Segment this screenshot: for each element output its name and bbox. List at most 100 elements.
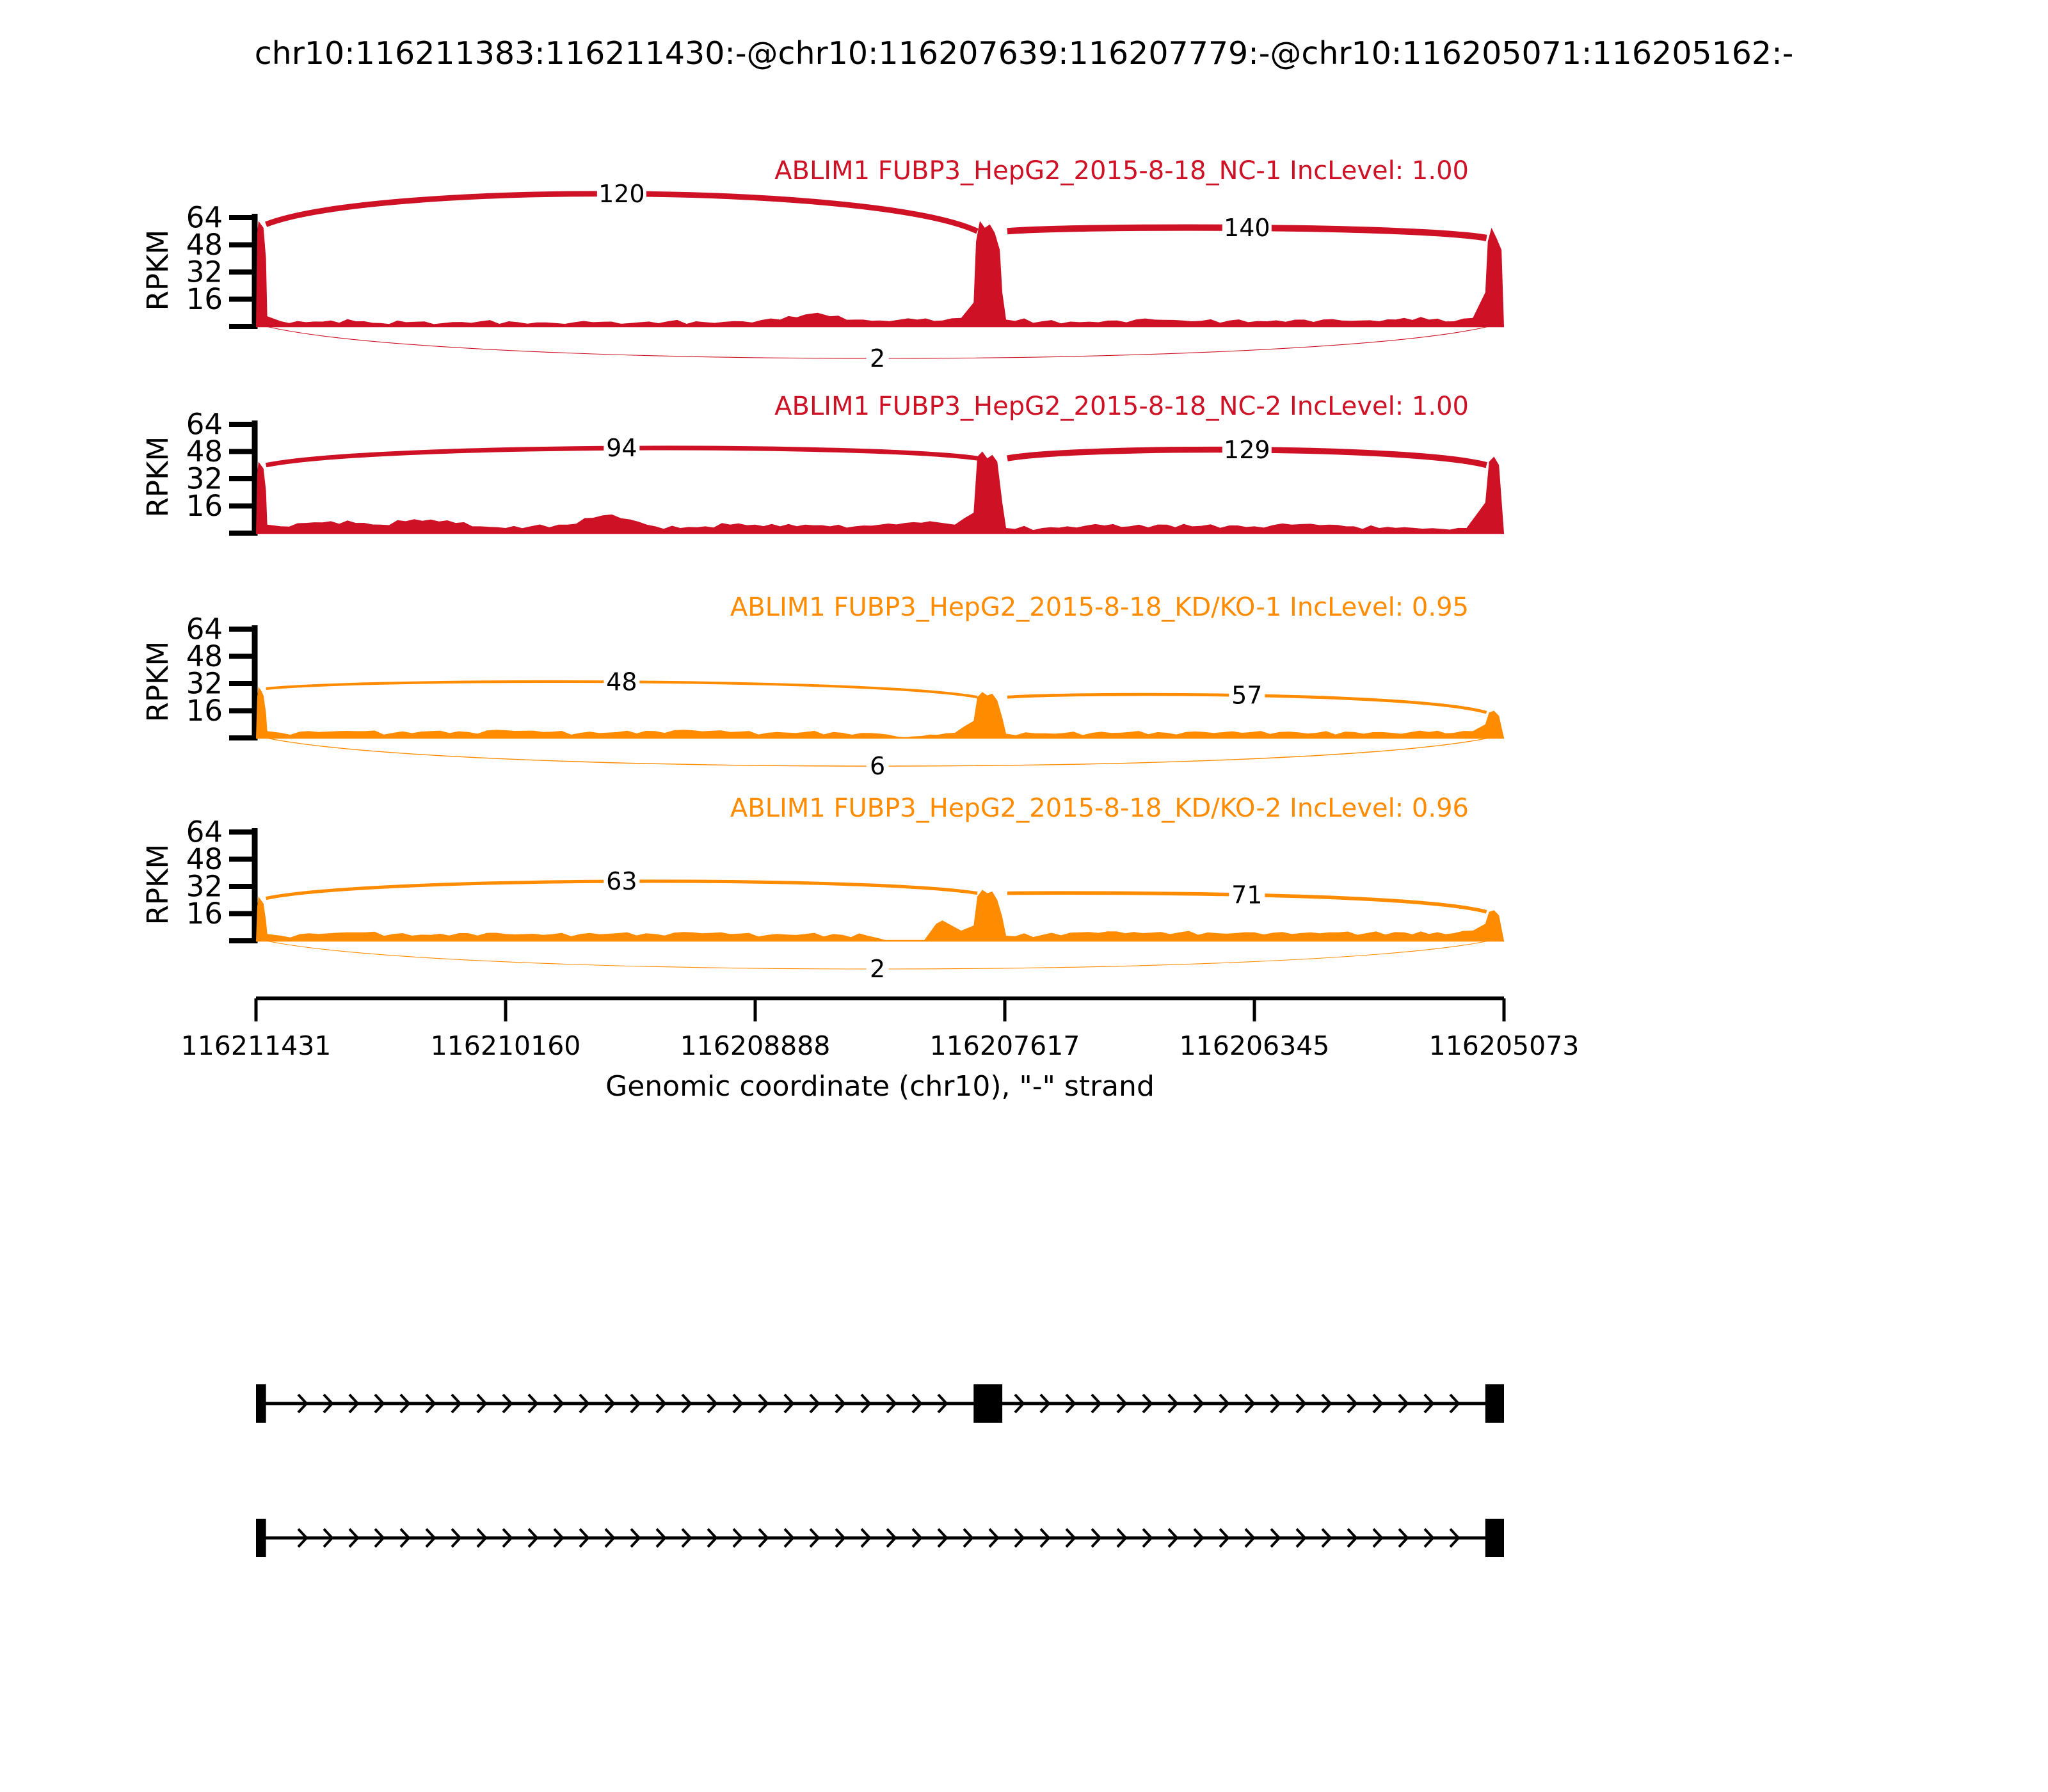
y-tick-label: 16 (186, 489, 223, 523)
junction-count-label: 129 (1224, 436, 1270, 464)
y-tick-label: 64 (186, 408, 223, 442)
strand-arrow-icon (732, 1528, 744, 1548)
strand-arrow-icon (732, 1393, 744, 1414)
strand-arrow-icon (1142, 1393, 1153, 1414)
strand-arrow-icon (783, 1528, 795, 1548)
strand-arrow-icon (835, 1528, 846, 1548)
strand-arrow-icon (1039, 1393, 1051, 1414)
strand-arrow-icon (963, 1528, 974, 1548)
strand-arrow-icon (707, 1528, 718, 1548)
strand-arrow-icon (1244, 1393, 1256, 1414)
y-tick-label: 64 (186, 815, 223, 849)
strand-arrow-icon (1219, 1393, 1230, 1414)
junction-count-label: 57 (1231, 682, 1262, 710)
strand-arrow-icon (1270, 1393, 1281, 1414)
strand-arrow-icon (1321, 1528, 1332, 1548)
y-tick-label: 16 (186, 694, 223, 728)
strand-arrow-icon (1219, 1528, 1230, 1548)
strand-arrow-icon (1347, 1393, 1358, 1414)
strand-arrow-icon (1014, 1393, 1025, 1414)
transcript-1 (256, 1384, 1504, 1423)
strand-arrow-icon (297, 1528, 308, 1548)
strand-arrow-icon (451, 1528, 462, 1548)
strand-arrow-icon (323, 1393, 334, 1414)
strand-arrow-icon (297, 1393, 308, 1414)
strand-arrow-icon (1398, 1528, 1409, 1548)
strand-arrow-icon (1193, 1528, 1204, 1548)
strand-arrow-icon (502, 1528, 513, 1548)
strand-arrow-icon (783, 1393, 795, 1414)
strand-arrow-icon (476, 1528, 488, 1548)
strand-arrow-icon (604, 1393, 616, 1414)
x-tick-label: 116206345 (1180, 1030, 1330, 1061)
x-tick-label: 116210160 (431, 1030, 581, 1061)
y-axis-unit-label: RPKM (141, 230, 175, 311)
junction-count-label: 2 (870, 344, 885, 372)
strand-arrow-icon (1398, 1393, 1409, 1414)
y-tick-label: 32 (186, 462, 223, 496)
strand-arrow-icon (937, 1393, 948, 1414)
strand-arrow-icon (758, 1393, 769, 1414)
strand-arrow-icon (1014, 1528, 1025, 1548)
junction-count-label: 71 (1231, 881, 1262, 909)
strand-arrow-icon (1449, 1528, 1460, 1548)
strand-arrow-icon (681, 1393, 692, 1414)
coverage-area (256, 687, 1504, 738)
x-tick-label: 116208888 (680, 1030, 831, 1061)
strand-arrow-icon (911, 1528, 923, 1548)
junction-count-label: 48 (606, 668, 637, 696)
junction-count-label: 140 (1224, 214, 1270, 242)
strand-arrow-icon (348, 1393, 360, 1414)
y-tick-label: 48 (186, 639, 223, 673)
transcript-2 (256, 1519, 1504, 1557)
strand-arrow-icon (1142, 1528, 1153, 1548)
strand-arrow-icon (860, 1393, 872, 1414)
junction-count-bg (1222, 213, 1272, 242)
strand-arrow-icon (886, 1528, 897, 1548)
plot-title: chr10:116211383:116211430:-@chr10:116207… (255, 35, 1794, 72)
y-tick-label: 48 (186, 228, 223, 262)
junction-count-label: 6 (870, 752, 885, 780)
strand-arrow-icon (1091, 1393, 1102, 1414)
strand-arrow-icon (579, 1393, 590, 1414)
strand-arrow-icon (451, 1393, 462, 1414)
strand-arrow-icon (655, 1393, 667, 1414)
strand-arrow-icon (604, 1528, 616, 1548)
junction-count-bg (866, 955, 889, 983)
strand-arrow-icon (911, 1393, 923, 1414)
junction-count-bg (1229, 881, 1265, 909)
strand-arrow-icon (476, 1393, 488, 1414)
junction-count-label: 63 (606, 867, 637, 895)
junction-count-label: 2 (870, 955, 885, 983)
junction-count-bg (596, 179, 646, 208)
strand-arrow-icon (1295, 1528, 1307, 1548)
strand-arrow-icon (1193, 1393, 1204, 1414)
strand-arrow-icon (630, 1393, 641, 1414)
strand-arrow-icon (1270, 1528, 1281, 1548)
x-axis: 116211431 116210160 116208888 116207617 1162… (181, 996, 1579, 1061)
strand-arrow-icon (348, 1528, 360, 1548)
strand-arrow-icon (553, 1528, 564, 1548)
y-axis-unit-label: RPKM (141, 641, 175, 723)
strand-arrow-icon (1372, 1528, 1384, 1548)
strand-arrow-icon (1347, 1528, 1358, 1548)
strand-arrow-icon (1423, 1528, 1435, 1548)
strand-arrow-icon (1295, 1393, 1307, 1414)
strand-arrow-icon (655, 1528, 667, 1548)
track-label: ABLIM1 FUBP3_HepG2_2015-8-18_KD/KO-1 Inc… (730, 593, 1469, 622)
strand-arrow-icon (1167, 1528, 1179, 1548)
strand-arrow-icon (1167, 1393, 1179, 1414)
strand-arrow-icon (758, 1528, 769, 1548)
y-axis-unit-label: RPKM (141, 844, 175, 925)
strand-arrow-icon (835, 1393, 846, 1414)
strand-arrow-icon (1065, 1528, 1076, 1548)
strand-arrow-icon (502, 1393, 513, 1414)
exon-box (256, 1519, 266, 1557)
strand-arrow-icon (988, 1528, 1000, 1548)
strand-arrow-icon (1116, 1528, 1128, 1548)
